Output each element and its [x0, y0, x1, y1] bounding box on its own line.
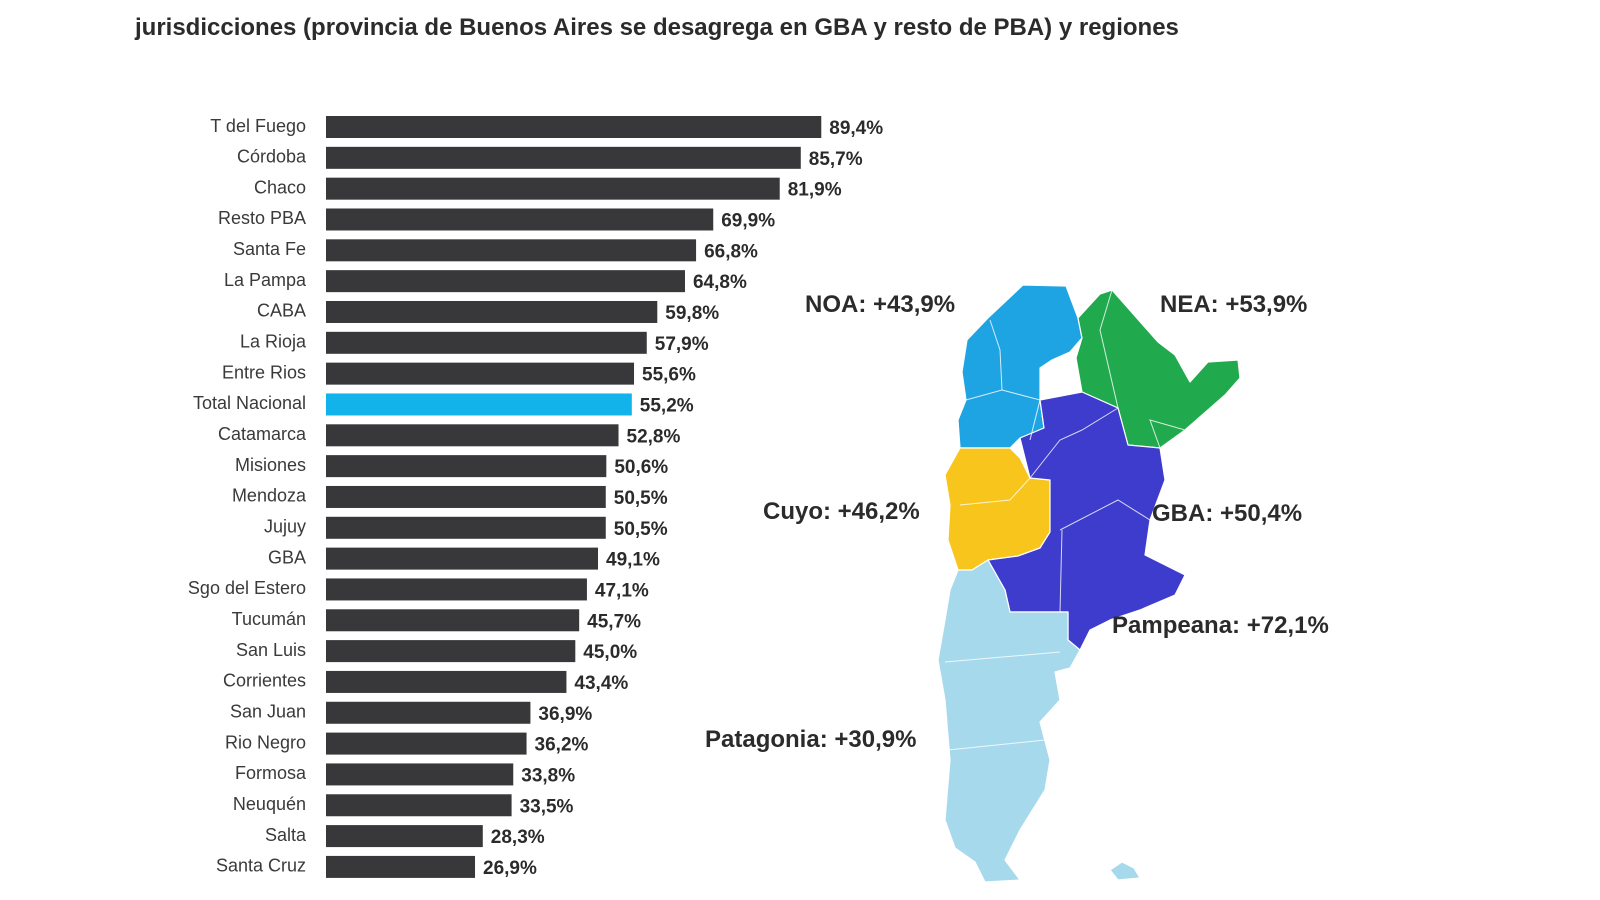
category-label: Santa Cruz	[216, 856, 306, 876]
bar	[326, 578, 587, 601]
category-label: Santa Fe	[233, 239, 306, 259]
bar	[326, 701, 531, 724]
category-label: San Juan	[230, 702, 306, 722]
category-label: Sgo del Estero	[188, 578, 306, 598]
bar	[326, 732, 527, 755]
bar	[326, 763, 514, 786]
bar	[326, 609, 580, 632]
value-label: 55,2%	[640, 395, 694, 416]
bar	[326, 424, 619, 447]
label-patagonia: Patagonia: +30,9%	[705, 726, 917, 753]
value-label: 33,8%	[521, 765, 575, 786]
category-label: Total Nacional	[193, 393, 306, 413]
bar	[326, 146, 801, 169]
category-label: San Luis	[236, 640, 306, 660]
label-pampeana: Pampeana: +72,1%	[1112, 612, 1329, 639]
value-label: 59,8%	[665, 303, 719, 324]
bar	[326, 270, 685, 293]
category-label: Jujuy	[264, 517, 306, 537]
category-label: Resto PBA	[218, 208, 306, 228]
value-label: 45,7%	[587, 611, 641, 632]
region-tierra-del-fuego	[1109, 861, 1141, 881]
category-label: Chaco	[254, 177, 306, 197]
region-patagonia	[937, 559, 1081, 883]
label-nea: NEA: +53,9%	[1160, 291, 1308, 318]
bar	[326, 208, 714, 231]
category-label: Tucumán	[232, 609, 306, 629]
value-label: 55,6%	[642, 365, 696, 386]
bar	[326, 825, 483, 848]
value-label: 33,5%	[520, 796, 574, 817]
region-nea	[1075, 289, 1241, 449]
category-label: Neuquén	[233, 794, 306, 814]
bar	[326, 455, 607, 478]
category-label: T del Fuego	[210, 116, 306, 136]
value-label: 52,8%	[627, 426, 681, 447]
value-label: 50,6%	[614, 457, 668, 478]
category-label: GBA	[268, 547, 306, 567]
value-label: 50,5%	[614, 519, 668, 540]
category-label: Formosa	[235, 763, 307, 783]
category-label: Entre Rios	[222, 362, 306, 382]
value-label: 57,9%	[655, 334, 709, 355]
value-label: 36,9%	[538, 704, 592, 725]
bar	[326, 547, 599, 570]
value-label: 36,2%	[535, 735, 589, 756]
bar	[326, 640, 576, 663]
bar	[326, 855, 476, 878]
value-label: 50,5%	[614, 488, 668, 509]
category-label: Córdoba	[237, 147, 307, 167]
value-label: 45,0%	[583, 642, 637, 663]
label-gba: GBA: +50,4%	[1152, 500, 1303, 527]
value-label: 64,8%	[693, 272, 747, 293]
category-label: La Rioja	[240, 332, 307, 352]
value-label: 47,1%	[595, 580, 649, 601]
category-label: CABA	[257, 301, 306, 321]
bar	[326, 300, 658, 323]
category-label: Mendoza	[232, 486, 307, 506]
bar	[326, 331, 647, 354]
bar	[326, 116, 822, 138]
bar	[326, 670, 567, 693]
value-label: 85,7%	[809, 149, 863, 170]
value-label: 69,9%	[721, 211, 775, 232]
region-pampeana	[987, 391, 1186, 651]
value-label: 43,4%	[574, 673, 628, 694]
bars-group: T del Fuego 89,4% Córdoba 85,7% Chaco 81,9% Re…	[188, 116, 883, 879]
bar	[326, 485, 606, 508]
value-label: 49,1%	[606, 550, 660, 571]
bar	[326, 362, 635, 385]
bar	[326, 239, 697, 262]
category-label: Misiones	[235, 455, 306, 475]
category-label: La Pampa	[224, 270, 307, 290]
label-cuyo: Cuyo: +46,2%	[763, 498, 920, 525]
category-label: Catamarca	[218, 424, 307, 444]
bar	[326, 393, 632, 416]
chart-title: jurisdicciones (provincia de Buenos Aire…	[135, 14, 1179, 41]
category-label: Rio Negro	[225, 732, 306, 752]
value-label: 81,9%	[788, 180, 842, 201]
bar	[326, 177, 780, 200]
province-borders	[944, 289, 1186, 751]
bar	[326, 516, 606, 539]
value-label: 26,9%	[483, 858, 537, 879]
category-label: Corrientes	[223, 671, 306, 691]
value-label: 89,4%	[829, 118, 883, 139]
label-noa: NOA: +43,9%	[805, 291, 956, 318]
bar-chart: T del Fuego 89,4% Córdoba 85,7% Chaco 81,9% Re…	[188, 116, 883, 879]
category-label: Salta	[265, 825, 307, 845]
value-label: 66,8%	[704, 241, 758, 262]
value-label: 28,3%	[491, 827, 545, 848]
bar	[326, 794, 512, 817]
